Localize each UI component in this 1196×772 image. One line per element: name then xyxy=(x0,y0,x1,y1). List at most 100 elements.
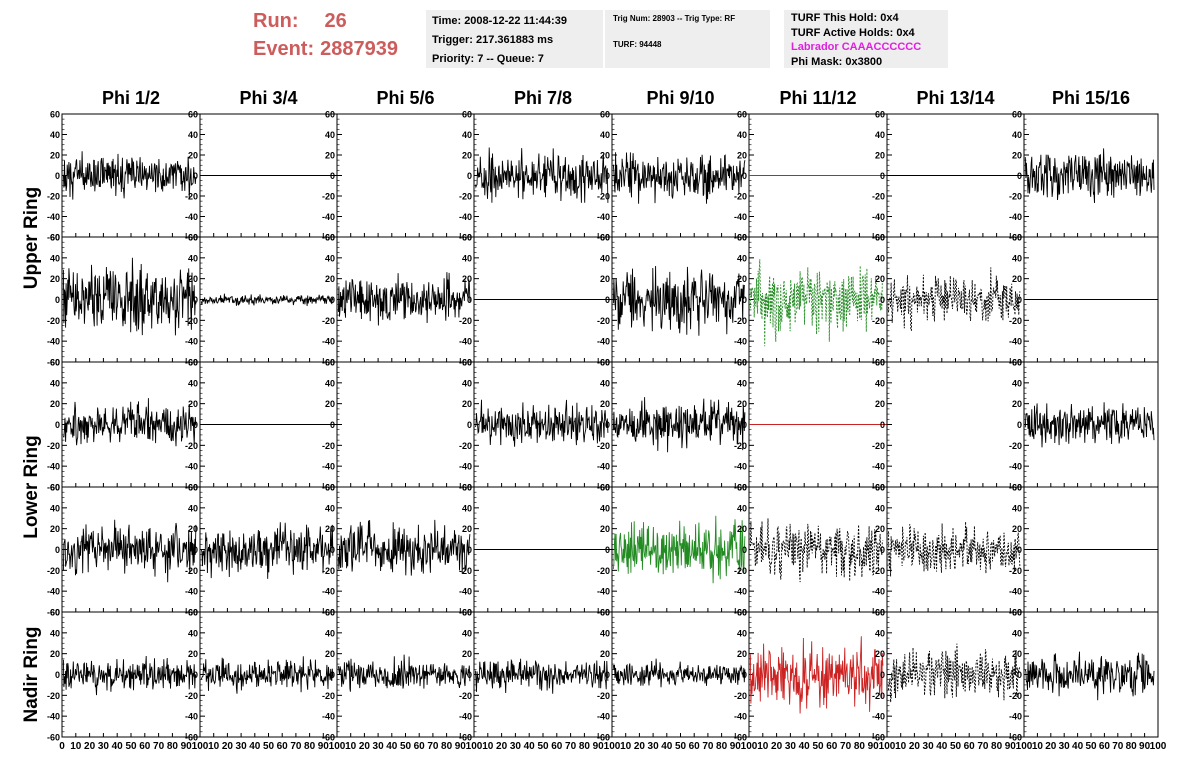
y-tick-label: 0 xyxy=(742,171,747,181)
y-tick-label: 20 xyxy=(325,274,335,284)
y-tick-label: -40 xyxy=(597,712,610,722)
panel-frame xyxy=(1023,611,1159,738)
y-tick-label: 60 xyxy=(462,608,472,618)
x-tick-label: 30 xyxy=(785,741,797,752)
x-tick-label: 90 xyxy=(318,741,330,752)
x-tick-label: 50 xyxy=(400,741,412,752)
y-tick-label: 40 xyxy=(875,253,885,263)
y-tick-label: 40 xyxy=(325,130,335,140)
waveform-trace xyxy=(612,515,746,584)
x-tick-label: 100 xyxy=(329,741,346,752)
y-tick-label: 0 xyxy=(193,171,198,181)
x-tick-label: 20 xyxy=(634,741,646,752)
y-tick-label: -20 xyxy=(459,691,472,701)
x-tick-label: 50 xyxy=(263,741,275,752)
y-tick-label: -60 xyxy=(1009,733,1022,743)
event-number: Event: 2887939 xyxy=(253,38,398,61)
y-tick-label: 20 xyxy=(600,151,610,161)
y-tick-label: 0 xyxy=(193,545,198,555)
x-tick-label: 70 xyxy=(427,741,439,752)
y-tick-label: 40 xyxy=(737,378,747,388)
waveform-trace xyxy=(1024,148,1155,204)
y-tick-label: -60 xyxy=(459,733,472,743)
event-header: Run: 26 Event: 2887939 Time: 2008-12-22 11… xyxy=(0,0,1196,80)
y-tick-label: 0 xyxy=(605,171,610,181)
y-tick-label: 20 xyxy=(325,151,335,161)
waveform-trace xyxy=(200,656,334,694)
x-tick-label: 50 xyxy=(812,741,824,752)
x-tick-label: 60 xyxy=(139,741,151,752)
y-tick-label: 0 xyxy=(193,670,198,680)
x-tick-label: 80 xyxy=(579,741,591,752)
x-tick-label: 10 xyxy=(757,741,769,752)
y-tick-label: 20 xyxy=(737,649,747,659)
y-tick-label: 0 xyxy=(1017,420,1022,430)
y-tick-label: 20 xyxy=(50,524,60,534)
y-tick-label: 0 xyxy=(742,295,747,305)
y-tick-label: -20 xyxy=(872,566,885,576)
labrador-text: Labrador CAAACCCCCC xyxy=(791,41,922,53)
y-tick-label: 60 xyxy=(325,110,335,120)
x-tick-label: 0 xyxy=(59,741,65,752)
y-tick-label: 40 xyxy=(188,253,198,263)
y-tick-label: 0 xyxy=(467,171,472,181)
x-tick-label: 30 xyxy=(923,741,935,752)
y-tick-label: -20 xyxy=(185,441,198,451)
y-tick-label: -20 xyxy=(322,691,335,701)
y-tick-label: 60 xyxy=(50,233,60,243)
y-tick-label: -20 xyxy=(872,316,885,326)
y-tick-label: 0 xyxy=(605,295,610,305)
y-tick-label: -40 xyxy=(47,337,60,347)
y-tick-label: -40 xyxy=(47,212,60,222)
x-tick-label: 20 xyxy=(771,741,783,752)
x-tick-label: 50 xyxy=(950,741,962,752)
x-tick-label: 40 xyxy=(1072,741,1084,752)
y-tick-label: -20 xyxy=(597,192,610,202)
y-tick-label: -40 xyxy=(322,462,335,472)
y-tick-label: 20 xyxy=(462,274,472,284)
x-tick-label: 40 xyxy=(386,741,398,752)
y-tick-label: -60 xyxy=(47,608,60,618)
y-tick-label: 0 xyxy=(742,670,747,680)
column-title: Phi 11/12 xyxy=(779,88,856,108)
y-tick-label: 40 xyxy=(325,628,335,638)
y-tick-label: -40 xyxy=(185,462,198,472)
y-tick-label: -20 xyxy=(322,566,335,576)
y-tick-label: -40 xyxy=(597,462,610,472)
y-tick-label: 20 xyxy=(1012,151,1022,161)
y-tick-label: 40 xyxy=(50,628,60,638)
y-tick-label: 0 xyxy=(880,420,885,430)
turf-text: TURF: 94448 xyxy=(613,40,662,49)
y-tick-label: 60 xyxy=(1012,608,1022,618)
waveform-trace xyxy=(749,636,884,714)
y-tick-label: -60 xyxy=(734,733,747,743)
y-tick-label: 0 xyxy=(1017,545,1022,555)
column-title: Phi 15/16 xyxy=(1052,88,1130,108)
waveform-trace xyxy=(887,521,1021,577)
waveform-trace xyxy=(749,518,884,583)
y-tick-label: 60 xyxy=(875,110,885,120)
y-tick-label: -40 xyxy=(734,712,747,722)
y-tick-label: 60 xyxy=(188,358,198,368)
y-tick-label: -40 xyxy=(872,587,885,597)
column-title: Phi 9/10 xyxy=(646,88,714,108)
y-tick-label: -20 xyxy=(597,316,610,326)
ring-labels: Upper Ring Lower Ring Nadir Ring xyxy=(21,187,42,723)
y-tick-label: 60 xyxy=(1012,483,1022,493)
y-tick-label: 20 xyxy=(188,649,198,659)
x-tick-label: 100 xyxy=(1150,741,1167,752)
x-tick-label: 60 xyxy=(277,741,289,752)
y-tick-label: 40 xyxy=(875,378,885,388)
x-tick-label: 80 xyxy=(716,741,728,752)
x-tick-label: 10 xyxy=(895,741,907,752)
y-tick-label: 20 xyxy=(325,399,335,409)
waveform-trace xyxy=(612,265,745,336)
y-tick-label: -60 xyxy=(47,358,60,368)
